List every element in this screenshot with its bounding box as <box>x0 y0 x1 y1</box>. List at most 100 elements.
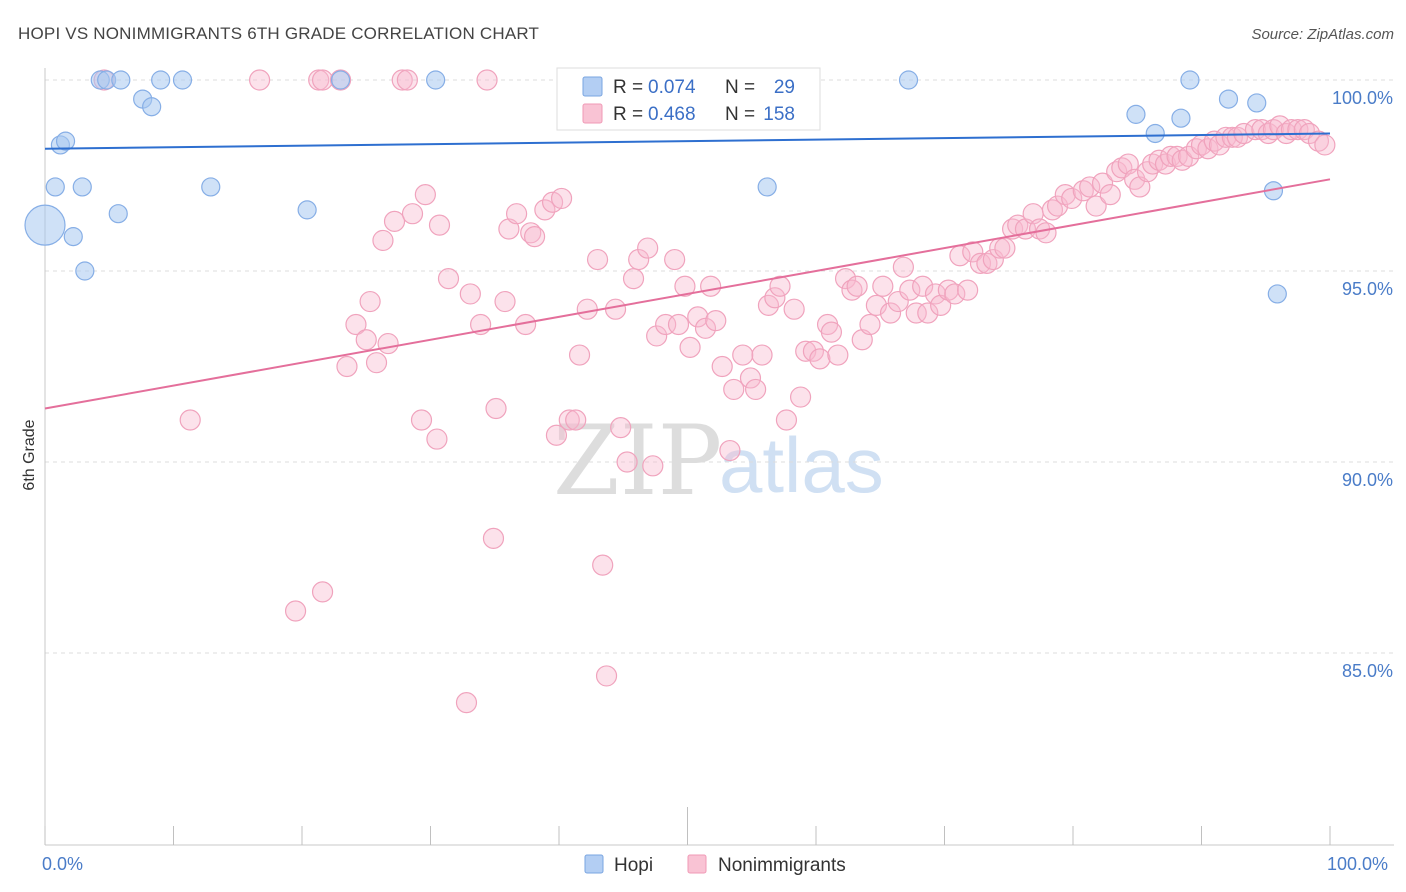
nonimmigrants-point <box>622 268 645 290</box>
nonimmigrants-point <box>739 367 762 389</box>
nonimmigrants-point <box>917 302 939 324</box>
y-tick-label: 95.0% <box>1342 279 1393 299</box>
nonimmigrants-point <box>550 187 573 210</box>
nonimmigrants-point <box>311 69 334 91</box>
nonimmigrants-point <box>1215 126 1237 148</box>
nonimmigrants-point <box>1099 184 1121 206</box>
hopi-point <box>898 70 919 90</box>
legend-label-hopi[interactable]: Hopi <box>614 855 653 876</box>
nonimmigrants-point <box>1307 130 1330 152</box>
y-tick-label: 100.0% <box>1332 88 1393 108</box>
nonimmigrants-point <box>476 69 498 91</box>
nonimmigrants-point <box>1221 126 1243 148</box>
nonimmigrants-point <box>846 275 868 297</box>
hopi-point <box>72 177 92 197</box>
x-tick-labels: 0.0% 100.0% <box>42 854 1388 874</box>
nonimmigrants-point <box>732 344 754 366</box>
nonimmigrants-point <box>377 332 399 355</box>
hopi-point <box>1126 104 1146 124</box>
nonimmigrants-point <box>345 313 367 336</box>
stats-legend-row-hopi: R = 0.074 N = 29 <box>582 76 795 98</box>
nonimmigrants-point <box>723 378 745 401</box>
hopi-point <box>1171 108 1191 128</box>
nonimmigrants-point <box>1226 126 1249 148</box>
nonimmigrants-point <box>604 298 627 320</box>
watermark-atlas: atlas <box>719 421 884 509</box>
nonimmigrants-point <box>616 451 638 473</box>
nonimmigrants-point <box>592 554 614 576</box>
hopi-n-value: 29 <box>774 77 795 98</box>
nonimmigrants-point <box>437 268 460 290</box>
nonimmigrants-point <box>520 222 542 244</box>
nonimmigrants-point <box>687 306 709 328</box>
nonimmigrants-point <box>937 279 959 301</box>
nonimmigrants-point <box>365 352 388 374</box>
hopi-point <box>426 70 446 90</box>
nonimmigrants-point <box>1129 176 1151 198</box>
nonimmigrants-point <box>872 275 894 297</box>
nonimmigrants-point <box>1054 184 1076 206</box>
nonimmigrants-point <box>637 237 659 259</box>
nonimmigrants-point <box>428 214 451 236</box>
nonimmigrants-point <box>396 69 418 91</box>
y-tick-labels: 100.0% 95.0% 90.0% 85.0% <box>1332 88 1393 681</box>
nonimmigrants-point <box>769 275 791 297</box>
nonimmigrants-points <box>93 69 1336 714</box>
legend-label-nonimmigrants[interactable]: Nonimmigrants <box>718 855 846 876</box>
nonimmigrants-point <box>775 409 798 431</box>
nonimmigrants-point <box>410 409 433 431</box>
nonimmigrants-point <box>1085 195 1107 217</box>
hopi-point <box>1218 89 1239 109</box>
nonimmigrants-point <box>1091 172 1114 194</box>
hopi-point <box>75 261 95 281</box>
nonimmigrants-point <box>924 283 947 305</box>
hopi-point <box>151 70 171 90</box>
nonimmigrants-point <box>359 290 381 313</box>
nonimmigrants-point <box>711 355 733 378</box>
nonimmigrants-point <box>809 348 831 370</box>
series-legend: Hopi Nonimmigrants <box>584 854 846 876</box>
y-tick-label: 90.0% <box>1342 470 1393 490</box>
n-label: N = <box>725 104 755 125</box>
nonimmigrants-point <box>558 409 580 431</box>
hopi-point <box>757 177 777 197</box>
legend-item-nonimmigrants[interactable]: Nonimmigrants <box>687 854 846 876</box>
nonimmigrants-point <box>494 290 516 313</box>
nonimmigrants-point <box>1072 180 1094 202</box>
nonimmigrants-point <box>969 252 992 274</box>
hopi-point <box>24 204 66 246</box>
nonimmigrants-point <box>565 409 587 431</box>
legend-swatch-hopi[interactable] <box>584 854 604 874</box>
hopi-point <box>201 177 221 197</box>
hopi-point <box>45 177 65 197</box>
x-tick-label: 0.0% <box>42 854 83 874</box>
nonimmigrants-point <box>284 600 307 622</box>
hopi-point <box>63 227 83 247</box>
nonimmigrants-point <box>534 199 556 221</box>
nonimmigrants-point <box>610 417 632 439</box>
nonimmigrants-point <box>1314 134 1336 156</box>
legend-swatch-hopi <box>582 76 603 97</box>
nonimmigrants-point <box>764 287 786 309</box>
legend-item-hopi[interactable]: Hopi <box>584 854 653 876</box>
nonimmigrants-point <box>944 283 966 305</box>
nonimmigrants-point <box>667 313 690 336</box>
hopi-point <box>142 97 162 117</box>
nonimmigrants-point <box>568 344 591 366</box>
legend-swatch-nonimmigrants[interactable] <box>687 854 707 874</box>
r-label: R = <box>613 104 643 125</box>
hopi-point <box>1267 284 1287 304</box>
nonimmigrants-point <box>401 203 424 225</box>
nonimmigrants-point <box>655 313 677 336</box>
nonimmigrants-point <box>1160 145 1182 167</box>
nonimmigrants-point <box>459 283 481 305</box>
hopi-point <box>111 70 131 90</box>
r-label: R = <box>613 77 643 98</box>
nonimmigrants-point <box>719 439 741 462</box>
hopi-trend-line <box>44 132 1331 150</box>
nonimmigrants-point <box>505 203 528 225</box>
nonimmigrants-point <box>834 268 857 290</box>
nonimmigrants-point <box>859 313 881 336</box>
nonimmigrants-point <box>957 279 979 301</box>
